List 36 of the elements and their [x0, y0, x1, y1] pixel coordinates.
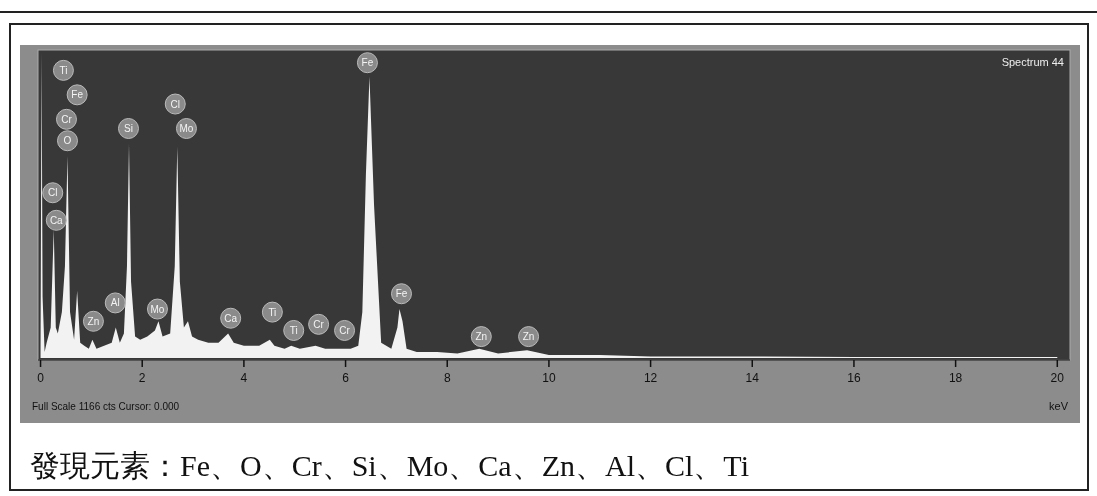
x-tick-label: 2 — [138, 371, 146, 385]
annotation: Mo — [179, 123, 194, 134]
x-tick-label: 6 — [342, 371, 350, 385]
annotation: Ti — [268, 306, 277, 318]
annotation: Zn — [87, 315, 100, 327]
annotation: Fe — [395, 288, 408, 300]
annotation: Ca — [49, 214, 64, 226]
annotation: Al — [110, 297, 120, 309]
annotation: Ca — [224, 312, 238, 324]
annotation: Cr — [61, 113, 73, 125]
annotation: Spectrum 44 — [1001, 56, 1064, 68]
annotation: Cr — [313, 318, 325, 330]
text: 發現元素：Fe、O、Cr、Si、Mo、Ca、Zn、Al、Cl、Ti — [30, 449, 749, 482]
x-tick-label: 20 — [1050, 371, 1065, 385]
x-tick-label: 4 — [240, 371, 248, 385]
x-axis-title: keV — [1049, 400, 1069, 412]
annotation: Cr — [339, 324, 351, 336]
text: Full Scale 1166 cts Cursor: 0.000 — [32, 401, 180, 412]
annotation: Ti — [59, 64, 68, 76]
x-tick-label: 12 — [643, 371, 658, 385]
x-tick-label: 14 — [745, 371, 760, 385]
annotation: Si — [124, 123, 133, 134]
x-tick-label: 8 — [443, 371, 451, 385]
annotation: Ti — [289, 324, 298, 336]
annotation: Fe — [361, 57, 374, 69]
annotation: Zn — [475, 331, 488, 343]
annotation: Cl — [48, 187, 58, 199]
x-tick-label: 10 — [542, 371, 556, 385]
annotation: Zn — [522, 331, 535, 343]
annotation: Mo — [150, 303, 165, 315]
annotation: Fe — [71, 89, 84, 101]
x-tick-label: 0 — [37, 371, 45, 385]
x-tick-label: 16 — [847, 371, 861, 385]
x-tick-label: 18 — [948, 371, 963, 385]
annotation: O — [63, 135, 72, 147]
annotation: Cl — [170, 98, 180, 110]
